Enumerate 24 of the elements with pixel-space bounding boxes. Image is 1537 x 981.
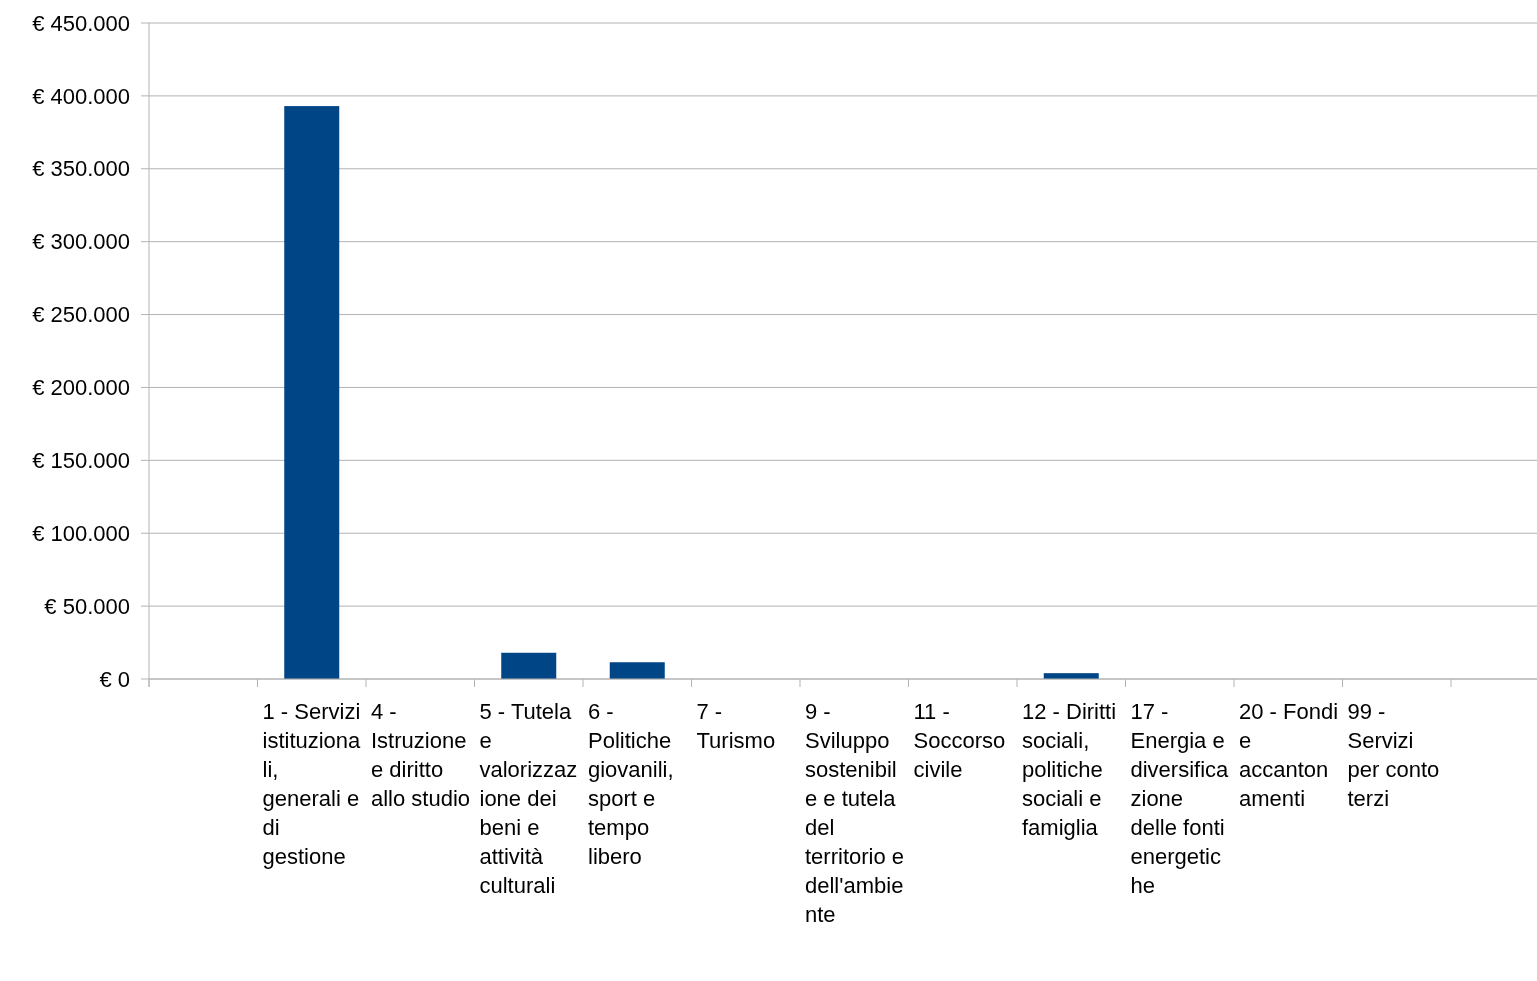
x-tick-label: 5 - Tutela e valorizzazione dei beni e attività culturali	[479, 698, 578, 898]
bar	[284, 106, 340, 679]
x-tick-label: 11 - Soccorso civile	[913, 698, 1006, 782]
x-tick-label: 17 - Energia e diversificazione delle fonti energetiche	[1130, 698, 1230, 898]
bar	[501, 652, 557, 679]
x-tick-label: 9 - Sviluppo sostenibile e tutela del territorio e dell'ambiente	[805, 698, 905, 927]
y-tick-label: € 400.000	[32, 83, 130, 109]
y-tick-label: € 450.000	[32, 10, 130, 36]
x-tick-label: 1 - Servizi istituzionali, generali e di gestione	[262, 698, 362, 869]
x-tick-label: 12 - Diritti sociali, politiche sociali e famiglia	[1022, 698, 1117, 840]
x-tick-label: 20 - Fondi e accantonamenti	[1239, 698, 1339, 811]
y-tick-label: € 50.000	[44, 593, 130, 619]
y-tick-label: € 250.000	[32, 302, 130, 328]
y-tick-label: € 0	[99, 666, 130, 692]
x-tick-label: 99 - Servizi per conto terzi	[1347, 698, 1440, 811]
bar	[609, 662, 665, 679]
y-tick-label: € 200.000	[32, 375, 130, 401]
y-tick-label: € 300.000	[32, 229, 130, 255]
x-tick-label: 4 - Istruzione e diritto allo studio	[371, 698, 471, 811]
y-tick-label: € 150.000	[32, 448, 130, 474]
x-tick-label: 7 - Turismo	[696, 698, 776, 753]
x-tick-label: 6 - Politiche giovanili, sport e tempo libero	[588, 698, 674, 869]
y-tick-label: € 350.000	[32, 156, 130, 182]
y-tick-label: € 100.000	[32, 520, 130, 546]
